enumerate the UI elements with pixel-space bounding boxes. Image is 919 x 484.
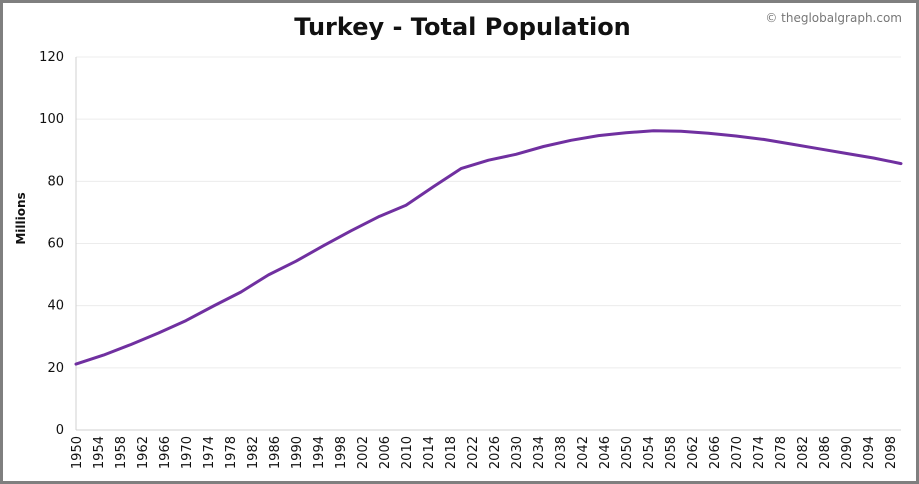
y-tick-label: 100 <box>39 112 64 127</box>
x-tick-label: 1950 <box>70 436 85 469</box>
y-tick-label: 20 <box>47 361 64 376</box>
y-tick-label: 40 <box>47 299 64 314</box>
x-tick-label: 2022 <box>466 436 481 469</box>
x-tick-label: 1954 <box>92 436 107 469</box>
x-tick-label: 1986 <box>268 436 283 469</box>
x-tick-label: 2090 <box>840 436 855 469</box>
x-tick-label: 1990 <box>290 436 305 469</box>
x-tick-label: 2074 <box>752 436 767 469</box>
x-tick-label: 2014 <box>422 436 437 469</box>
y-tick-label: 0 <box>56 423 64 438</box>
x-tick-label: 2094 <box>862 436 877 469</box>
y-axis-title: Millions <box>14 192 28 244</box>
x-tick-label: 1982 <box>246 436 261 469</box>
x-tick-label: 2030 <box>510 436 525 469</box>
x-tick-label: 1962 <box>136 436 151 469</box>
x-tick-label: 1978 <box>224 436 239 469</box>
x-tick-label: 2042 <box>576 436 591 469</box>
x-tick-label: 2046 <box>598 436 613 469</box>
x-tick-label: 2098 <box>884 436 899 469</box>
x-tick-label: 2010 <box>400 436 415 469</box>
y-tick-label: 80 <box>47 174 64 189</box>
x-tick-label: 2054 <box>642 436 657 469</box>
x-tick-label: 2058 <box>664 436 679 469</box>
x-tick-label: 2086 <box>818 436 833 469</box>
x-tick-label: 1966 <box>158 436 173 469</box>
x-tick-label: 1970 <box>180 436 195 469</box>
x-tick-label: 2066 <box>708 436 723 469</box>
x-tick-label: 2082 <box>796 436 811 469</box>
x-tick-label: 2034 <box>532 436 547 469</box>
x-tick-label: 1994 <box>312 436 327 469</box>
x-tick-label: 2006 <box>378 436 393 469</box>
x-tick-label: 1998 <box>334 436 349 469</box>
x-tick-label: 2026 <box>488 436 503 469</box>
chart-title: Turkey - Total Population <box>294 13 631 41</box>
x-tick-label: 2062 <box>686 436 701 469</box>
x-tick-label: 1958 <box>114 436 129 469</box>
x-tick-label: 1974 <box>202 436 217 469</box>
x-tick-label: 2038 <box>554 436 569 469</box>
x-tick-label: 2002 <box>356 436 371 469</box>
y-tick-label: 60 <box>47 237 64 252</box>
x-tick-label: 2078 <box>774 436 789 469</box>
population-series-line <box>74 129 903 366</box>
y-tick-label: 120 <box>39 50 64 65</box>
population-line-chart: 0 20 40 60 80 100 120 1950 1954 1958 1962 1966 1970 1… <box>14 50 903 469</box>
credit-text: © theglobalgraph.com <box>765 11 902 25</box>
x-tick-label: 2070 <box>730 436 745 469</box>
x-tick-label: 2018 <box>444 436 459 469</box>
x-tick-label: 2050 <box>620 436 635 469</box>
